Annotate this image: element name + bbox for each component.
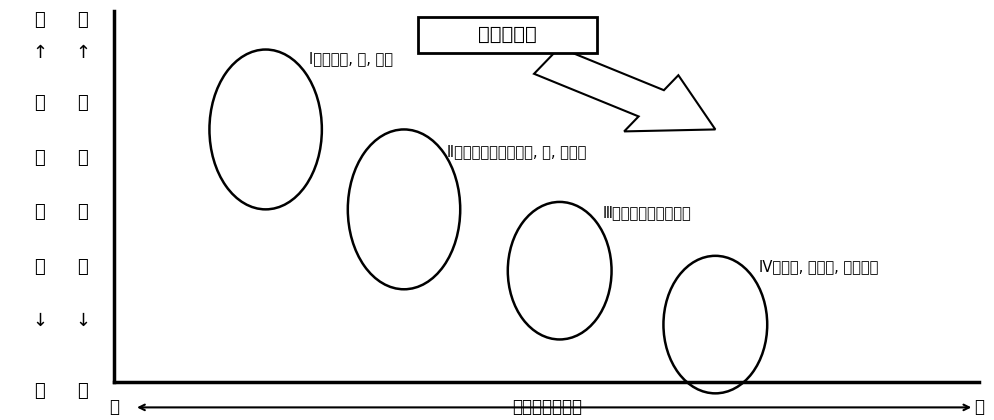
Text: Ⅲ．低平地の用排水路: Ⅲ．低平地の用排水路 — [603, 205, 692, 220]
Text: 小: 小 — [35, 10, 45, 29]
Text: 形: 形 — [78, 149, 87, 166]
Text: ↓: ↓ — [32, 312, 48, 330]
Polygon shape — [534, 47, 716, 131]
Text: Ⅰ．ため池, 堰, 水路: Ⅰ．ため池, 堰, 水路 — [309, 51, 393, 66]
FancyBboxPatch shape — [418, 17, 597, 52]
Text: 面: 面 — [35, 203, 45, 221]
Text: 大: 大 — [78, 10, 87, 29]
Text: 配: 配 — [78, 258, 87, 276]
Text: ↑: ↑ — [75, 44, 90, 61]
Text: 積: 積 — [35, 258, 45, 276]
Text: 小: 小 — [109, 399, 119, 416]
Text: 域: 域 — [35, 149, 45, 166]
Text: 地: 地 — [78, 94, 87, 112]
Text: 大: 大 — [35, 382, 45, 400]
Text: 流: 流 — [35, 94, 45, 112]
Text: 小: 小 — [78, 382, 87, 400]
Text: ↓: ↓ — [75, 312, 90, 330]
Text: ↑: ↑ — [32, 44, 48, 61]
Text: Ⅳ．掘削, 制水門, 長大水路: Ⅳ．掘削, 制水門, 長大水路 — [758, 260, 878, 275]
Text: 開発の方向: 開発の方向 — [478, 25, 537, 44]
Text: 大: 大 — [974, 399, 984, 416]
Text: Ⅱ．低い堤防の谯水池, 堰, 水路網: Ⅱ．低い堤防の谯水池, 堰, 水路網 — [447, 144, 586, 159]
Text: 灑溉施設の規模: 灑溉施設の規模 — [512, 399, 581, 416]
Text: 劾: 劾 — [78, 203, 87, 221]
